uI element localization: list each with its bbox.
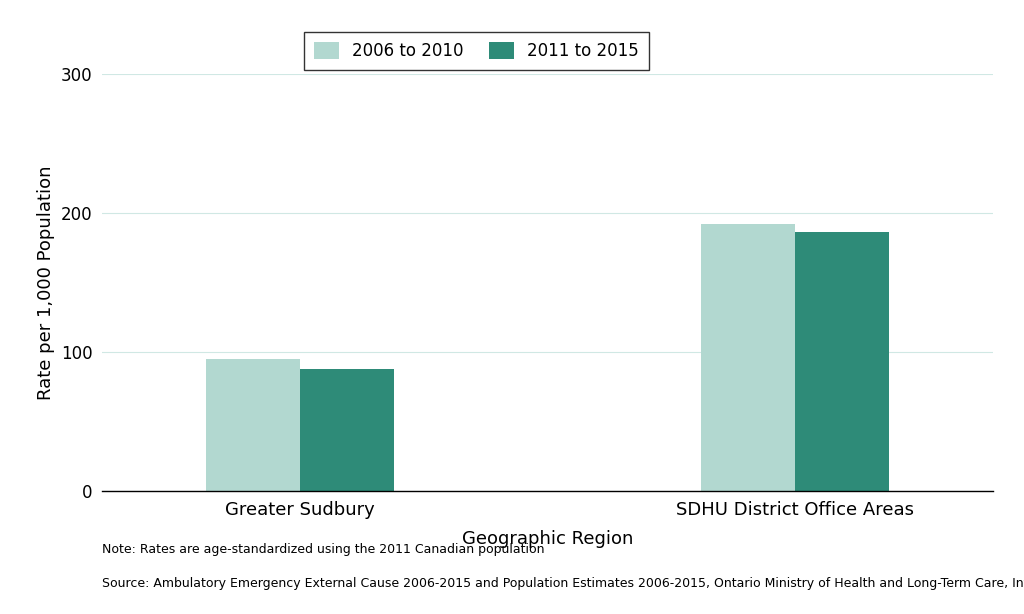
Text: Source: Ambulatory Emergency External Cause 2006-2015 and Population Estimates 2: Source: Ambulatory Emergency External Ca… (102, 577, 1024, 590)
Text: Note: Rates are age-standardized using the 2011 Canadian population: Note: Rates are age-standardized using t… (102, 543, 545, 556)
Y-axis label: Rate per 1,000 Population: Rate per 1,000 Population (38, 165, 55, 400)
Bar (796, 232, 889, 491)
X-axis label: Geographic Region: Geographic Region (462, 530, 634, 548)
Bar (701, 224, 796, 491)
Legend: 2006 to 2010, 2011 to 2015: 2006 to 2010, 2011 to 2015 (304, 32, 649, 70)
Bar (300, 369, 394, 491)
Bar (207, 359, 300, 491)
